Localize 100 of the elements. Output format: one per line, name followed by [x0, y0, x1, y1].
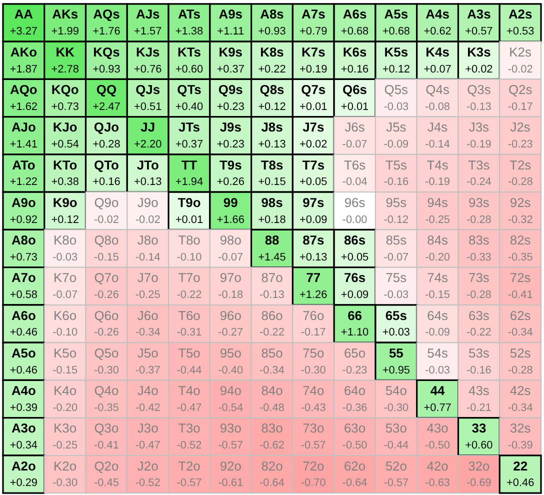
- data-label: -0.34: [260, 364, 284, 376]
- annotation: 73o: [302, 420, 324, 436]
- data-label: +1.57: [134, 26, 162, 38]
- data-label: +0.92: [10, 214, 38, 226]
- data-label: -0.52: [176, 440, 202, 452]
- data-label: -0.43: [300, 402, 326, 414]
- data-label: +0.09: [340, 289, 369, 302]
- data-label: +0.13: [258, 138, 286, 151]
- annotation: 44: [430, 383, 446, 398]
- annotation: 87s: [302, 232, 324, 248]
- data-label: -0.30: [52, 477, 78, 490]
- data-label: +0.23: [216, 138, 244, 151]
- annotation: J9o: [137, 194, 158, 210]
- data-label: -0.32: [508, 214, 533, 226]
- annotation: T7s: [302, 157, 325, 172]
- data-label: -0.22: [466, 326, 492, 339]
- annotation: A6s: [342, 6, 367, 22]
- data-label: +0.28: [92, 138, 120, 151]
- data-label: -0.20: [425, 251, 450, 264]
- annotation: A3s: [467, 6, 491, 22]
- annotation: J7s: [302, 120, 324, 135]
- data-label: +0.37: [175, 138, 204, 151]
- annotation: J3s: [468, 120, 489, 135]
- annotation: 43s: [468, 383, 490, 398]
- annotation: QQ: [96, 82, 117, 97]
- annotation: QTs: [177, 82, 202, 97]
- annotation: A2o: [11, 458, 36, 474]
- annotation: 33: [472, 420, 486, 436]
- annotation: 84o: [261, 383, 283, 398]
- data-label: -0.10: [52, 326, 78, 339]
- data-label: -0.40: [218, 364, 244, 376]
- annotation: 75s: [386, 270, 407, 286]
- annotation: 53o: [385, 420, 407, 436]
- data-label: -0.23: [342, 364, 368, 376]
- data-label: +0.15: [258, 176, 286, 188]
- data-label: -0.35: [508, 251, 533, 264]
- data-label: -0.31: [176, 326, 202, 339]
- annotation: 62o: [344, 458, 366, 474]
- data-label: +0.07: [424, 63, 452, 76]
- data-label: -0.10: [176, 251, 202, 264]
- annotation: 97o: [220, 270, 242, 286]
- data-label: -0.28: [508, 176, 533, 188]
- annotation: K5o: [54, 345, 77, 360]
- annotation: JTo: [136, 157, 159, 172]
- annotation: ATs: [178, 6, 200, 22]
- annotation: 92s: [510, 194, 531, 210]
- data-label: +0.93: [258, 26, 286, 38]
- data-label: -0.20: [52, 402, 78, 414]
- data-label: -0.07: [218, 251, 244, 264]
- data-label: +0.01: [340, 100, 369, 113]
- data-label: +0.02: [465, 63, 493, 76]
- data-label: -0.37: [135, 364, 160, 376]
- annotation: K5s: [384, 44, 408, 60]
- data-label: +0.46: [10, 326, 38, 339]
- annotation: QTo: [94, 157, 119, 172]
- annotation: 52o: [385, 458, 407, 474]
- annotation: KJo: [52, 120, 78, 135]
- annotation: T8o: [178, 232, 200, 248]
- annotation: T4o: [178, 383, 200, 398]
- data-label: -0.25: [135, 289, 160, 302]
- data-label: -0.26: [94, 326, 119, 339]
- annotation: A8s: [260, 6, 284, 22]
- annotation: K3s: [467, 44, 491, 60]
- annotation: 72o: [302, 458, 324, 474]
- annotation: 82o: [261, 458, 283, 474]
- annotation: J7o: [137, 270, 158, 286]
- data-label: +2.47: [92, 100, 120, 113]
- annotation: A4s: [426, 6, 450, 22]
- data-label: -0.22: [176, 289, 202, 302]
- data-label: -0.47: [135, 440, 160, 452]
- data-label: -0.02: [94, 214, 119, 226]
- data-label: -0.57: [384, 477, 409, 490]
- annotation: A2s: [508, 6, 532, 22]
- annotation: 72s: [510, 270, 531, 286]
- annotation: AJs: [136, 6, 160, 22]
- data-label: -0.07: [384, 251, 409, 264]
- annotation: AKs: [52, 6, 78, 22]
- annotation: T6s: [344, 157, 366, 172]
- annotation: 32s: [510, 420, 531, 436]
- annotation: K4s: [426, 44, 450, 60]
- annotation: Q5s: [384, 82, 408, 97]
- annotation: 88: [264, 232, 280, 248]
- data-label: -0.04: [342, 176, 368, 188]
- annotation: J5o: [137, 345, 158, 360]
- data-label: +0.95: [382, 364, 410, 376]
- annotation: T5o: [178, 345, 200, 360]
- annotation: T2o: [178, 458, 200, 474]
- annotation: 73s: [468, 270, 490, 286]
- data-label: +1.62: [10, 100, 38, 113]
- annotation: KTs: [177, 44, 201, 60]
- annotation: Q7o: [94, 270, 119, 286]
- annotation: Q2s: [508, 82, 532, 97]
- annotation: 94o: [220, 383, 242, 398]
- annotation: Q9o: [94, 194, 119, 210]
- annotation: 65o: [344, 345, 366, 360]
- annotation: T8s: [260, 157, 284, 172]
- annotation: A3o: [11, 420, 36, 436]
- annotation: A9o: [11, 194, 36, 210]
- annotation: AA: [14, 6, 34, 22]
- annotation: K6s: [342, 44, 367, 60]
